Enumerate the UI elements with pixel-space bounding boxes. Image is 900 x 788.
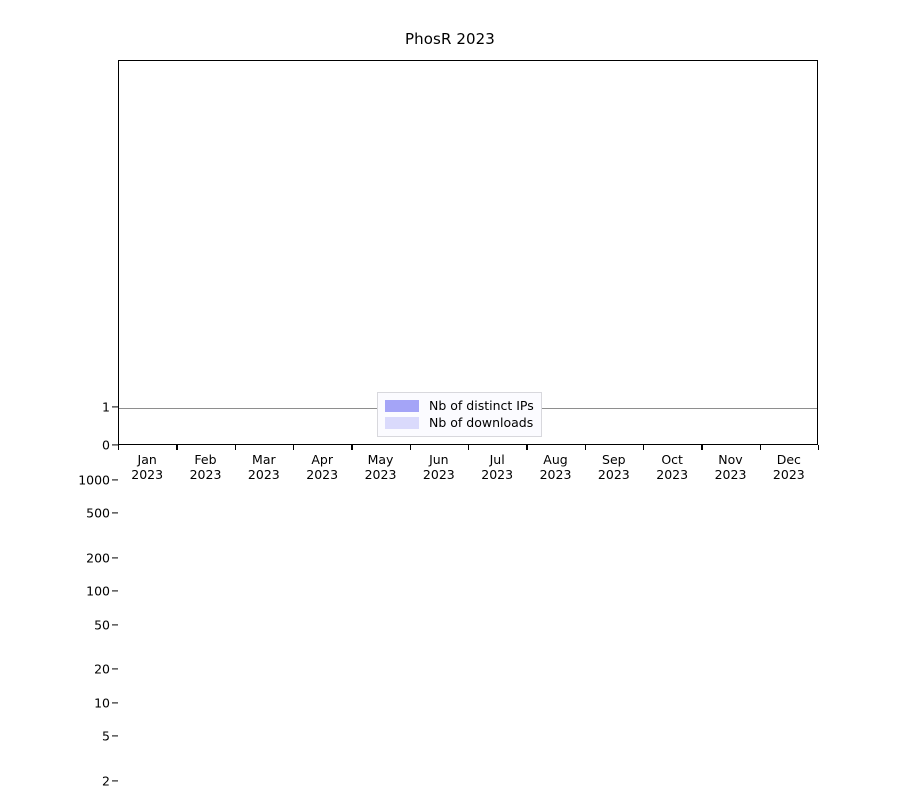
x-axis-tick-month: Aug — [543, 452, 568, 467]
x-axis-tick-mark — [643, 445, 645, 450]
chart-figure: PhosR 2023 0 1 2 5 10 20 50 100 200 500 1000 Jan 20… — [78, 30, 820, 788]
bar-group — [644, 61, 702, 444]
legend-item-downloads: Nb of downloads — [385, 414, 534, 431]
bar-group — [411, 61, 469, 444]
x-axis-tick-year: 2023 — [189, 467, 222, 482]
x-axis-tick-mark — [759, 445, 761, 450]
bar-group — [119, 61, 177, 444]
x-axis-tick-mark — [176, 445, 178, 450]
x-axis-tick-label: Mar 2023 — [248, 452, 280, 482]
x-axis-tick-month: Sep — [602, 452, 626, 467]
x-axis-tick-mark — [526, 445, 528, 450]
bar-group — [702, 61, 760, 444]
x-axis-tick-label: Jan 2023 — [131, 452, 163, 482]
x-axis-tick-year: 2023 — [306, 467, 339, 482]
x-axis-tick-label: Jun 2023 — [423, 452, 455, 482]
x-axis-tick-label: May 2023 — [365, 452, 397, 482]
y-axis-tick-label: 1000 — [78, 472, 110, 488]
y-axis-tick-mark — [112, 702, 118, 704]
x-axis-tick-mark — [351, 445, 353, 450]
x-axis-tick-label: Feb 2023 — [190, 452, 222, 482]
bar-group — [761, 61, 817, 444]
y-axis-tick-label: 0 — [102, 437, 110, 453]
x-axis-tick-year: 2023 — [131, 467, 164, 482]
x-axis-tick-year: 2023 — [772, 467, 805, 482]
y-axis-tick-label: 50 — [94, 617, 110, 633]
x-axis-tick-mark — [409, 445, 411, 450]
x-axis-tick-mark — [234, 445, 236, 450]
x-axis-tick-month: Jun — [429, 452, 449, 467]
x-axis-tick-mark — [293, 445, 295, 450]
y-axis-tick-mark — [112, 557, 118, 559]
x-axis-tick-year: 2023 — [539, 467, 572, 482]
y-axis-tick-mark — [112, 512, 118, 514]
bar-group — [469, 61, 527, 444]
y-axis-tick-label: 10 — [94, 695, 110, 711]
y-axis-tick-label: 20 — [94, 661, 110, 677]
y-axis-tick-label: 200 — [86, 550, 110, 566]
x-axis-tick-month: Mar — [252, 452, 276, 467]
y-axis-tick-label: 1 — [102, 399, 110, 415]
x-axis-tick-mark — [468, 445, 470, 450]
x-axis-tick-year: 2023 — [364, 467, 397, 482]
x-axis-tick-label: Sep 2023 — [598, 452, 630, 482]
x-axis-tick-month: Nov — [718, 452, 743, 467]
x-axis-tick-month: Jul — [489, 452, 505, 467]
bar-group — [527, 61, 585, 444]
y-axis-tick-mark — [112, 668, 118, 670]
x-axis-tick-year: 2023 — [597, 467, 630, 482]
x-axis-tick-mark — [701, 445, 703, 450]
y-axis-tick-label: 100 — [86, 583, 110, 599]
y-axis-tick-mark — [112, 779, 118, 782]
bar-group — [177, 61, 235, 444]
y-axis-tick-mark — [112, 624, 118, 626]
chart-legend: Nb of distinct IPs Nb of downloads — [377, 392, 542, 437]
legend-item-ips: Nb of distinct IPs — [385, 397, 534, 414]
x-axis-tick-year: 2023 — [422, 467, 455, 482]
y-axis-tick-label: 5 — [102, 728, 110, 744]
x-axis-tick-month: May — [367, 452, 394, 467]
x-axis-tick-mark — [584, 445, 586, 450]
y-axis-tick-label: 500 — [86, 505, 110, 521]
bar-group — [586, 61, 644, 444]
x-axis-tick-year: 2023 — [481, 467, 514, 482]
y-axis-tick-mark — [112, 735, 118, 737]
x-axis-tick-month: Dec — [776, 452, 801, 467]
bar-group — [352, 61, 410, 444]
bar-group — [236, 61, 294, 444]
x-axis-tick-year: 2023 — [714, 467, 747, 482]
x-axis-tick-label: Oct 2023 — [656, 452, 688, 482]
x-axis-tick-label: Apr 2023 — [306, 452, 338, 482]
x-axis-tick-year: 2023 — [247, 467, 280, 482]
x-axis-tick-mark — [818, 445, 820, 450]
y-axis-tick-mark — [112, 406, 118, 408]
legend-swatch-icon — [385, 416, 419, 429]
x-axis-tick-label: Dec 2023 — [773, 452, 805, 482]
x-axis-tick-mark — [118, 445, 120, 450]
x-axis-tick-label: Nov 2023 — [715, 452, 747, 482]
x-axis-tick-label: Jul 2023 — [481, 452, 513, 482]
x-axis-tick-month: Jan — [137, 452, 157, 467]
legend-swatch-icon — [385, 399, 419, 412]
bar-group — [294, 61, 352, 444]
y-axis-tick-label: 2 — [102, 773, 110, 788]
x-axis-tick-month: Apr — [311, 452, 333, 467]
chart-title: PhosR 2023 — [405, 30, 495, 48]
bars-layer — [119, 61, 817, 444]
x-axis-tick-label: Aug 2023 — [540, 452, 572, 482]
legend-label-distinct-ips: Nb of distinct IPs — [429, 398, 534, 413]
x-axis-tick-year: 2023 — [656, 467, 689, 482]
y-axis-tick-mark — [112, 590, 118, 592]
legend-label-downloads: Nb of downloads — [429, 415, 534, 430]
y-axis-tick-mark — [112, 479, 118, 481]
x-axis-tick-month: Feb — [194, 452, 217, 467]
plot-area — [118, 60, 818, 445]
y-axis-tick-mark — [112, 444, 118, 446]
x-axis-tick-month: Oct — [661, 452, 683, 467]
